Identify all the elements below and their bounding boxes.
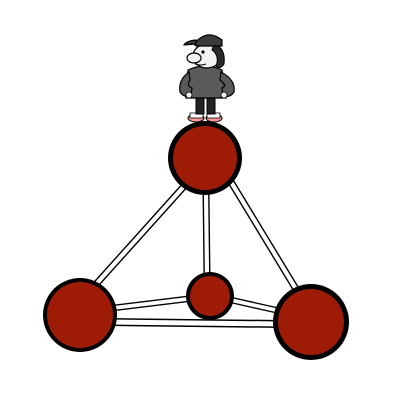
- edge-center-bottom-right: [231, 300, 280, 311]
- edge-top-center: [206, 192, 207, 276]
- node-bottom-left[interactable]: [43, 278, 117, 352]
- node-top[interactable]: [168, 121, 242, 195]
- edge-bottom-left-center: [113, 299, 187, 308]
- node-center[interactable]: [186, 272, 234, 320]
- boy-with-cap-icon[interactable]: [180, 35, 235, 122]
- node-bottom-right[interactable]: [273, 284, 349, 360]
- edge-bottom-left-bottom-right: [110, 322, 281, 324]
- edge-top-bottom-right: [228, 177, 299, 294]
- edge-top-bottom-left: [89, 183, 187, 292]
